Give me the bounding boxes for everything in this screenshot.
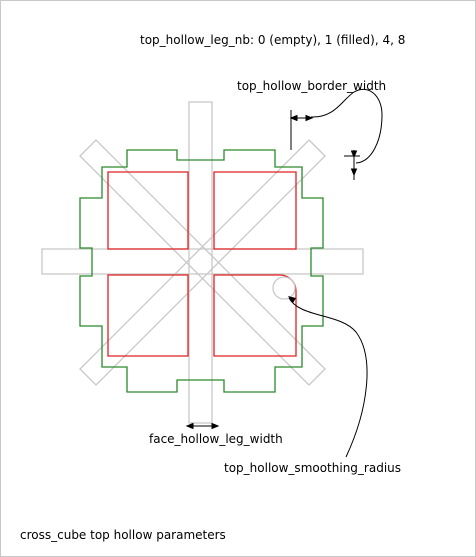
cross-outline (79, 149, 324, 393)
horizontal-leg (41, 248, 364, 275)
smoothing-radius-leader (288, 297, 368, 458)
leg-width-annotation (185, 422, 220, 430)
leg-nb-label: top_hollow_leg_nb: 0 (empty), 1 (filled)… (140, 33, 405, 47)
diagonal-leg-nw (79, 139, 326, 386)
hollow-pocket-bottom-left (107, 274, 189, 357)
diagonal-leg-ne (79, 139, 326, 386)
leg-bands (41, 101, 364, 424)
border-width-annotation (289, 88, 383, 180)
diagram-caption: cross_cube top hollow parameters (20, 528, 226, 542)
leg-width-label: face_hollow_leg_width (149, 432, 283, 446)
smoothing-radius-label: top_hollow_smoothing_radius (224, 461, 401, 475)
hollow-pocket-bottom-right (213, 274, 297, 357)
hollow-pockets (107, 171, 297, 357)
hollow-pocket-top-right (213, 171, 297, 250)
smoothing-radius-arrowhead (288, 296, 296, 303)
hollow-pocket-top-left (107, 171, 189, 250)
smoothing-radius-circle (272, 276, 296, 300)
border-width-label: top_hollow_border_width (237, 79, 386, 93)
vertical-leg (188, 101, 213, 424)
